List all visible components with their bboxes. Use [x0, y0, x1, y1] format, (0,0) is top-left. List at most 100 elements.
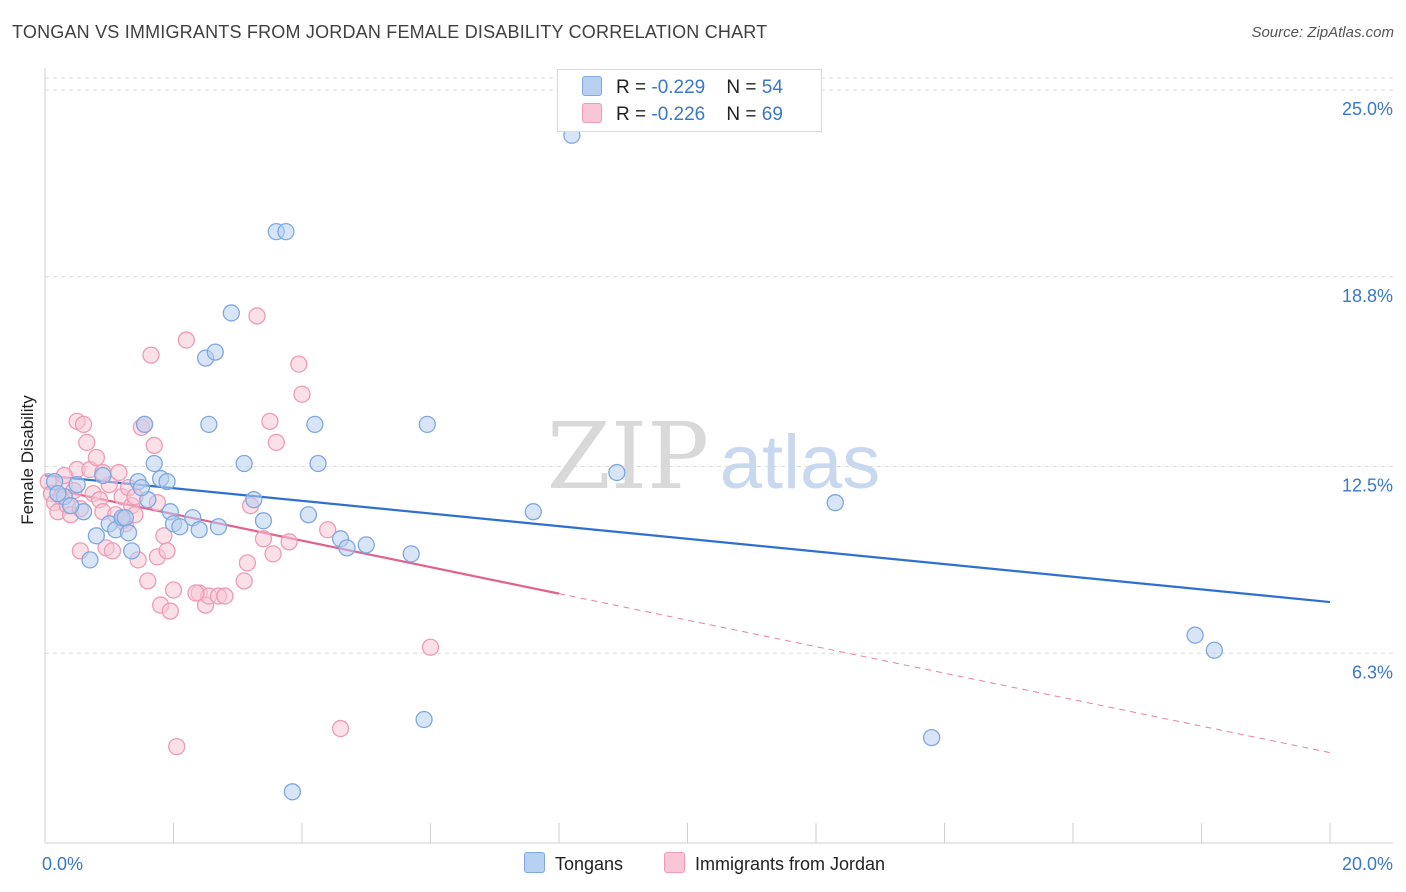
- tongan-point: [402, 545, 420, 563]
- data-points: [39, 126, 1223, 801]
- jordan-point: [142, 346, 160, 364]
- tongan-point: [1186, 626, 1204, 644]
- tongan-point: [222, 304, 240, 322]
- jordan-point: [254, 530, 273, 548]
- x-tick-label: 0.0%: [42, 854, 83, 874]
- legend-r-value: -0.226: [651, 104, 706, 125]
- tongan-point: [277, 222, 295, 241]
- bottom-legend-tongans: Tongans: [524, 852, 623, 875]
- trend-lines: [44, 474, 1331, 754]
- jordan-point: [238, 554, 257, 572]
- jordan-point: [103, 542, 122, 560]
- jordan-point: [139, 572, 157, 590]
- tongan-point: [158, 472, 176, 491]
- tongan-point: [200, 415, 218, 434]
- tongan-point: [94, 466, 112, 485]
- x-tick-label: 20.0%: [1342, 854, 1393, 874]
- bottom-legend-label-tongans: Tongans: [555, 854, 624, 874]
- bottom-legend-jordan: Immigrants from Jordan: [664, 852, 885, 875]
- watermark-atlas: atlas: [720, 420, 881, 505]
- jordan-point: [331, 719, 350, 738]
- jordan-point: [264, 545, 282, 563]
- tongan-point: [923, 728, 941, 747]
- tongan-point: [254, 512, 273, 530]
- jordan-point: [161, 602, 179, 620]
- tongan-point: [209, 518, 228, 536]
- tongan-point: [1205, 641, 1223, 659]
- stats-legend: R = -0.229 N = 54 R = -0.226 N = 69: [557, 69, 822, 132]
- jordan-point: [280, 533, 298, 551]
- tongan-point: [283, 783, 302, 801]
- tongan-point: [338, 539, 356, 557]
- legend-n-label: N =: [726, 77, 762, 98]
- tongan-point: [190, 521, 208, 539]
- jordan-point: [187, 584, 205, 602]
- legend-n-value: 54: [761, 77, 783, 98]
- jordan-point: [145, 436, 163, 455]
- tongan-point: [123, 542, 141, 560]
- tongan-point: [826, 494, 844, 512]
- tongan-point: [309, 454, 327, 473]
- tongan-point: [116, 509, 134, 527]
- legend-n-label: N =: [726, 104, 762, 125]
- jordan-point: [158, 542, 176, 560]
- watermark-zip: ZIP: [547, 403, 709, 510]
- legend-r-value: -0.229: [651, 77, 706, 98]
- tongan-point: [171, 518, 189, 536]
- bottom-legend-swatch-jordan: [664, 852, 685, 873]
- tongan-point: [415, 710, 433, 729]
- y-tick-label: 6.3%: [1352, 662, 1393, 682]
- source-credit: Source: ZipAtlas.com: [1251, 24, 1394, 41]
- legend-row-tongans: R = -0.229 N = 54: [582, 76, 783, 100]
- tongan-point: [87, 527, 106, 545]
- jordan-point: [267, 433, 285, 452]
- jordan-point: [177, 331, 196, 349]
- tongan-point: [49, 484, 67, 503]
- jordan-point: [110, 463, 128, 482]
- chart-title: TONGAN VS IMMIGRANTS FROM JORDAN FEMALE …: [12, 22, 768, 42]
- jordan-point: [248, 307, 266, 325]
- legend-row-jordan: R = -0.226 N = 69: [582, 103, 783, 127]
- tongan-point: [524, 503, 542, 521]
- tongan-point: [119, 524, 138, 542]
- jordan-point: [216, 587, 234, 605]
- watermark: ZIP atlas: [547, 403, 880, 510]
- jordan-point: [293, 385, 311, 403]
- tongan-point: [68, 475, 86, 494]
- tongan-point: [235, 454, 253, 473]
- y-tick-label: 12.5%: [1342, 476, 1393, 496]
- jordan-point: [87, 448, 106, 467]
- tongan-point: [608, 463, 626, 482]
- jordan-point: [168, 737, 186, 756]
- jordan-trend-line-extension: [558, 593, 1331, 754]
- jordan-point: [74, 415, 93, 434]
- legend-swatch-jordan: [582, 103, 602, 123]
- jordan-point: [319, 521, 337, 539]
- tongan-point: [81, 551, 99, 569]
- tongan-point: [245, 491, 263, 509]
- tongan-point: [306, 415, 324, 434]
- legend-r-label: R =: [616, 104, 652, 125]
- tongan-point: [357, 536, 375, 554]
- legend-n-value: 69: [761, 104, 783, 125]
- tongan-point: [132, 478, 151, 497]
- bottom-legend-label-jordan: Immigrants from Jordan: [695, 854, 886, 874]
- y-tick-label: 25.0%: [1342, 99, 1393, 119]
- bottom-legend-swatch-tongans: [524, 852, 545, 873]
- tongan-point: [145, 454, 163, 473]
- tongan-point: [206, 343, 224, 361]
- jordan-point: [235, 572, 253, 590]
- y-axis-label: Female Disability: [18, 395, 37, 525]
- tongan-point: [418, 415, 436, 434]
- jordan-point: [421, 638, 440, 656]
- jordan-point: [164, 581, 183, 599]
- jordan-point: [78, 433, 96, 452]
- tick-labels: 6.3% 12.5% 18.8% 25.0% 0.0% 20.0%: [42, 99, 1393, 874]
- tongan-point: [299, 506, 318, 524]
- axes: [44, 68, 1393, 844]
- tongan-point: [135, 415, 154, 434]
- jordan-point: [261, 412, 279, 431]
- legend-swatch-tongans: [582, 76, 602, 96]
- jordan-point: [290, 355, 308, 373]
